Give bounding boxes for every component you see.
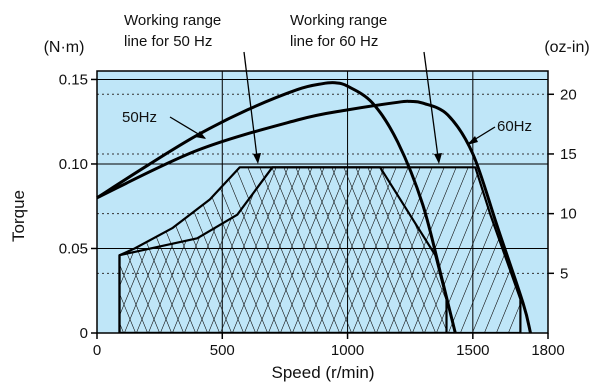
x-tick-label: 1500 <box>456 342 489 359</box>
working-range-60hz-label-line1: Working range <box>290 12 387 29</box>
hatch-line <box>0 31 8 373</box>
y2-tick-label: 10 <box>560 206 577 223</box>
hatch-line <box>191 167 333 333</box>
working-range-50hz-label-line2: line for 50 Hz <box>124 33 212 50</box>
hatch-line <box>119 167 165 333</box>
hatch-line <box>251 167 393 333</box>
y-axis-unit-left: (N·m) <box>44 39 85 56</box>
hatch-line <box>347 167 489 333</box>
hatch-line <box>311 167 447 333</box>
hatch-line <box>179 167 321 333</box>
hatch-line <box>491 167 521 333</box>
x-axis-label: Speed (r/min) <box>272 363 375 382</box>
x-tick-label: 1800 <box>531 342 564 359</box>
arrowhead-50hz <box>195 131 206 139</box>
hatch-line <box>0 31 8 373</box>
leader-working-range-60hz <box>423 51 439 158</box>
y-tick-label: 0.10 <box>59 156 88 173</box>
hatch-line <box>263 167 405 333</box>
hatch-line <box>155 167 297 333</box>
hatch-line <box>335 167 477 333</box>
arrowhead-60hz <box>467 136 478 145</box>
hatch-line <box>119 167 153 333</box>
working-range-50hz-outline <box>118 166 448 333</box>
y2-tick-label: 15 <box>560 146 577 163</box>
hatch-line <box>407 167 521 333</box>
x-tick-label: 0 <box>93 342 101 359</box>
hatch-line <box>119 167 189 333</box>
hatch-line <box>299 167 441 333</box>
hatch-line <box>600 31 605 373</box>
hatch-line <box>600 31 605 373</box>
series-line-60hz <box>96 99 532 334</box>
hatch-line <box>479 167 521 333</box>
hatch-line <box>239 167 381 333</box>
hatch-line <box>323 167 447 333</box>
label-50hz: 50Hz <box>122 109 157 126</box>
y2-tick-label: 20 <box>560 86 577 103</box>
hatch-line <box>275 167 417 333</box>
working-range-50hz-label-line1: Working range <box>124 12 221 29</box>
plot-frame <box>96 70 549 334</box>
leader-working-range-50hz <box>243 51 258 158</box>
hatch-line <box>576 31 605 373</box>
hatch-line <box>564 31 605 373</box>
hatch-line <box>395 167 521 333</box>
hatch-line <box>167 167 309 333</box>
hatch-line <box>540 31 605 373</box>
y-tick-label: 0 <box>80 325 88 342</box>
hatch-line <box>576 31 605 373</box>
hatch-line <box>227 167 369 333</box>
label-60hz: 60Hz <box>497 118 532 135</box>
x-tick-label: 1000 <box>331 342 364 359</box>
hatch-line <box>119 167 177 333</box>
working-range-60hz-label-line2: line for 60 Hz <box>290 33 378 50</box>
x-tick-label: 500 <box>210 342 235 359</box>
hatch-line <box>455 167 521 333</box>
arrowhead-working-range-60hz <box>434 153 442 164</box>
hatch-line <box>203 167 345 333</box>
hatch-line <box>287 167 429 333</box>
hatch-line <box>588 31 605 373</box>
hatch-line <box>215 167 357 333</box>
hatch-line <box>564 31 605 373</box>
hatch-line <box>359 167 501 333</box>
hatch-line <box>552 31 605 373</box>
y2-tick-label: 5 <box>560 265 568 282</box>
hatch-line <box>552 31 605 373</box>
hatch-line <box>467 167 521 333</box>
hatch-line <box>588 31 605 373</box>
y-tick-label: 0.05 <box>59 240 88 257</box>
hatch-line <box>383 167 521 333</box>
y2-axis-unit-right: (oz-in) <box>544 39 589 56</box>
hatch-line <box>371 167 513 333</box>
arrowhead-working-range-50hz <box>253 153 261 164</box>
hatch-line <box>143 167 285 333</box>
y-tick-label: 0.15 <box>59 71 88 88</box>
y-axis-label: Torque <box>9 190 28 242</box>
hatch-line <box>540 31 605 373</box>
